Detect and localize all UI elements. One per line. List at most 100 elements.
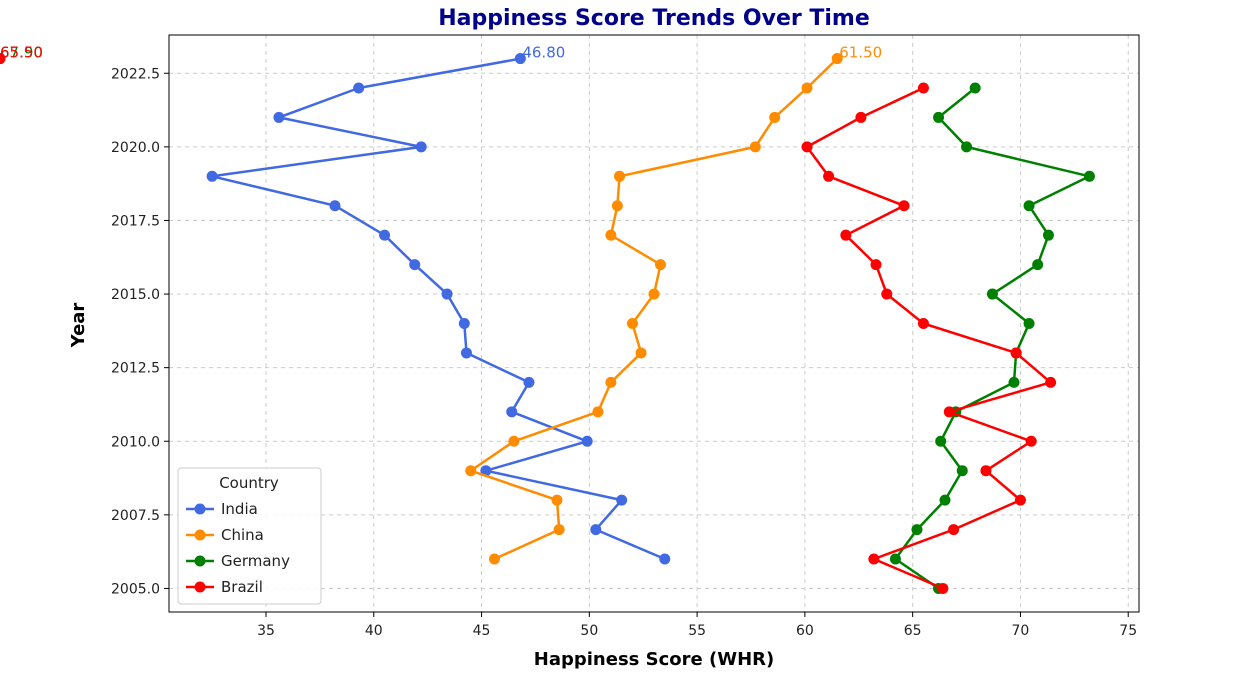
y-tick-label: 2020.0 <box>111 140 160 156</box>
legend-label-india: India <box>221 500 258 518</box>
x-tick-label: 65 <box>904 623 922 639</box>
x-tick-label: 70 <box>1012 623 1030 639</box>
series-line-china <box>469 57 839 561</box>
y-axis-label: Year <box>68 303 89 349</box>
data-point-india <box>581 435 593 447</box>
y-tick-label: 2017.5 <box>111 213 160 229</box>
plot-frame <box>168 34 1140 613</box>
data-point-india <box>480 465 492 477</box>
data-point-germany <box>933 111 945 123</box>
data-point-china <box>769 111 781 123</box>
x-tick-label: 60 <box>796 623 814 639</box>
series-line-brazil <box>805 86 1052 590</box>
y-axis-ticks: 2005.0 2007.5 2010.0 2012.5 2015.0 2017.5 2020… <box>111 66 169 597</box>
data-point-brazil <box>801 141 813 153</box>
data-point-brazil <box>917 82 929 94</box>
data-point-germany <box>969 82 981 94</box>
data-point-china <box>605 229 617 241</box>
data-point-india <box>379 229 391 241</box>
legend-title: Country <box>219 474 279 492</box>
legend-marker-china <box>194 529 206 541</box>
data-point-germany <box>1042 229 1054 241</box>
legend-box <box>177 467 322 605</box>
data-point-germany <box>1032 259 1044 271</box>
x-tick-label: 45 <box>473 623 491 639</box>
data-point-germany <box>961 141 973 153</box>
legend-marker-india <box>194 503 206 515</box>
y-tick-label: 2012.5 <box>111 361 160 377</box>
data-point-brazil <box>1025 435 1037 447</box>
data-point-brazil <box>881 288 893 300</box>
data-point-india <box>409 259 421 271</box>
x-tick-label: 35 <box>257 623 275 639</box>
series-germany <box>0 53 1095 594</box>
series-layer <box>0 53 1095 594</box>
data-point-india <box>273 111 285 123</box>
data-point-china <box>553 524 565 536</box>
legend-label-china: China <box>221 526 264 544</box>
data-point-china <box>551 494 563 506</box>
data-point-india <box>458 318 470 329</box>
chart-title: Happiness Score Trends Over Time <box>438 6 870 31</box>
y-tick-label: 2007.5 <box>111 508 160 524</box>
y-tick-label: 2022.5 <box>111 66 160 82</box>
data-point-brazil <box>1014 494 1026 506</box>
data-point-india <box>206 170 218 182</box>
data-point-brazil <box>937 582 949 594</box>
end-label-germany: 67.90 <box>0 44 43 62</box>
end-label-brazil: 65.50 <box>0 44 43 62</box>
end-label-china: 61.50 <box>839 44 882 62</box>
data-point-china <box>592 406 604 418</box>
legend-entries: India China Germany Brazil <box>186 500 290 596</box>
data-point-brazil <box>0 53 6 65</box>
legend-entry-india: India <box>186 500 258 518</box>
data-point-germany <box>986 288 998 300</box>
data-point-germany <box>939 494 951 506</box>
data-point-india <box>523 376 535 388</box>
data-point-germany <box>956 465 968 477</box>
grid-lines <box>169 35 1139 612</box>
data-point-brazil <box>870 259 882 271</box>
data-point-india <box>415 141 427 153</box>
data-point-india <box>659 553 671 565</box>
data-point-china <box>465 465 477 477</box>
legend-marker-brazil <box>194 581 206 593</box>
end-label-india: 46.80 <box>522 44 565 62</box>
legend-entry-brazil: Brazil <box>186 578 263 596</box>
data-point-india <box>506 406 518 418</box>
data-point-brazil <box>948 524 960 536</box>
y-tick-label: 2015.0 <box>111 287 160 303</box>
legend-label-germany: Germany <box>221 552 290 570</box>
data-point-brazil <box>823 170 835 182</box>
data-point-china <box>611 200 623 212</box>
data-point-germany <box>1083 170 1095 182</box>
data-point-germany <box>889 553 901 565</box>
data-point-india <box>616 494 628 506</box>
y-tick-label: 2005.0 <box>111 581 160 597</box>
x-tick-label: 40 <box>365 623 383 639</box>
data-point-india <box>460 347 472 359</box>
x-axis-ticks: 35 40 45 50 55 60 65 70 75 <box>257 612 1137 639</box>
x-tick-label: 75 <box>1119 623 1137 639</box>
data-point-brazil <box>840 229 852 241</box>
data-point-germany <box>1008 376 1020 388</box>
data-point-china <box>831 53 843 65</box>
legend-entry-china: China <box>186 526 264 544</box>
legend-label-brazil: Brazil <box>221 578 263 596</box>
data-point-brazil <box>943 406 955 418</box>
data-point-germany <box>1023 318 1035 329</box>
legend-entry-germany: Germany <box>186 552 290 570</box>
data-point-china <box>635 347 647 359</box>
x-axis-label: Happiness Score (WHR) <box>534 649 774 670</box>
data-point-china <box>488 553 500 565</box>
data-point-germany <box>911 524 923 536</box>
x-tick-label: 50 <box>580 623 598 639</box>
data-point-china <box>749 141 761 153</box>
legend-marker-germany <box>194 555 206 567</box>
data-point-brazil <box>980 465 992 477</box>
data-point-brazil <box>855 111 867 123</box>
data-point-india <box>514 53 526 65</box>
data-point-brazil <box>868 553 880 565</box>
data-point-brazil <box>917 318 929 329</box>
data-point-china <box>648 288 660 300</box>
